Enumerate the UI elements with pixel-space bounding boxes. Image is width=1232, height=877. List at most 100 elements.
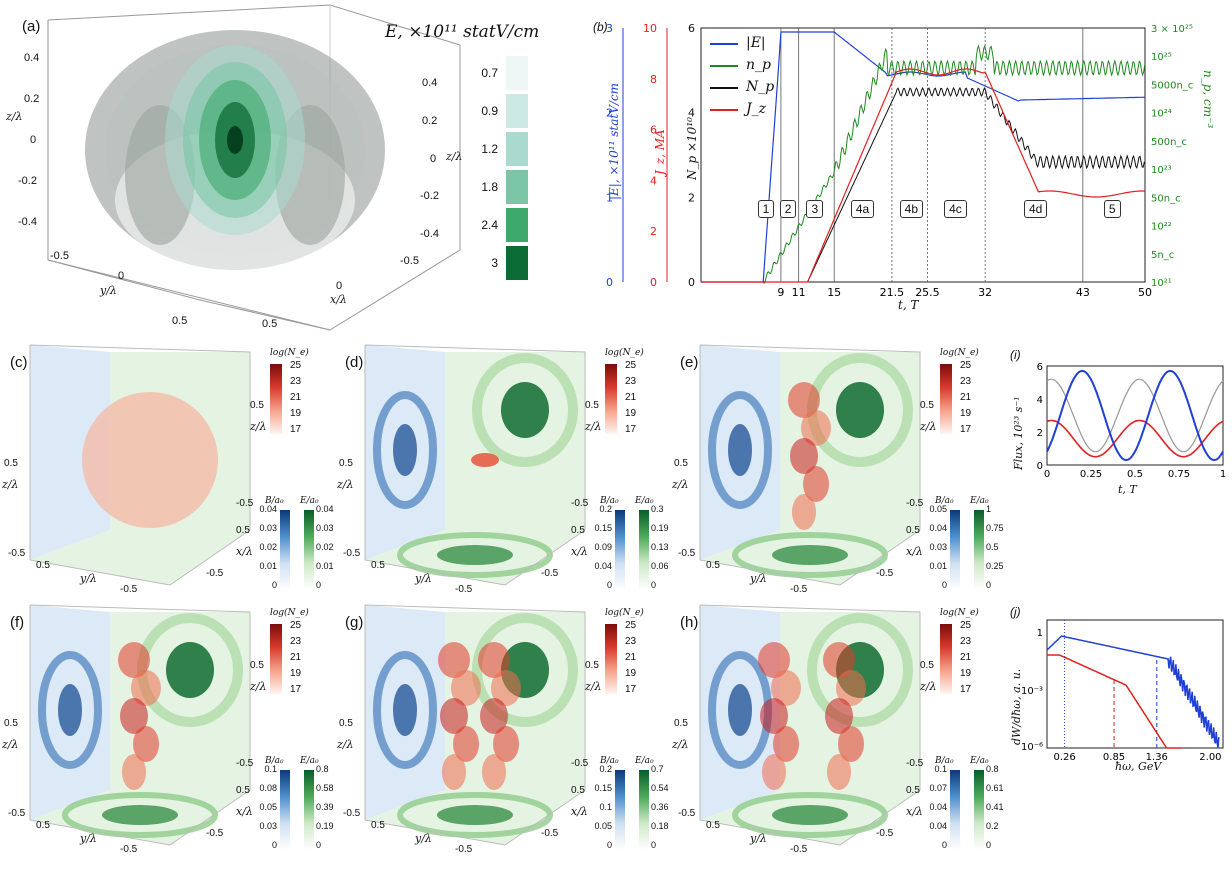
cube-B-title: B/a₀: [265, 756, 284, 766]
cube-B-tick: 0.05: [259, 802, 277, 812]
panel-b-J-tick: 10: [643, 22, 657, 35]
cube-B-colorbar: [280, 510, 290, 590]
panel-a-x-label: x/λ: [330, 293, 347, 306]
cube-B-title: B/a₀: [600, 756, 619, 766]
panel-b-phase-box: 4c: [944, 200, 967, 218]
cube-logN-tick: 19: [960, 408, 972, 419]
panel-i-x-tick: 0.25: [1080, 469, 1102, 480]
panel-a-y-label: y/λ: [100, 284, 117, 297]
cube-logN-tick: 25: [625, 360, 637, 371]
panel-a-zr-tick: -0.2: [420, 190, 439, 202]
cube-tick: 0.5: [371, 820, 385, 831]
panel-b-x-label: t, T: [898, 298, 919, 312]
cube-tick: 0.5: [906, 785, 920, 796]
cube-B-tick: 0.04: [929, 821, 947, 831]
cube-logN-colorbar: [270, 624, 282, 694]
cube-E-tick: 0.2: [986, 821, 999, 831]
cube-B-title: B/a₀: [600, 496, 619, 506]
panel-i-x-tick: 0.5: [1127, 469, 1143, 480]
cube-B-colorbar: [280, 770, 290, 850]
cube-B-title: B/a₀: [265, 496, 284, 506]
panel-b-legend-label: N_p: [746, 79, 775, 95]
cube-logN-tick: 19: [290, 408, 302, 419]
cube-logN-tick: 21: [625, 652, 637, 663]
cube-B-tick: 0.1: [264, 764, 277, 774]
cube-logN-tick: 23: [625, 376, 637, 387]
cube-tick: 0.5: [906, 525, 920, 536]
panel-b-np-axis-label: n_p, cm⁻³: [1201, 70, 1215, 129]
panel-a-z-tick: 0: [30, 134, 37, 146]
cube-tick: 0.5: [706, 820, 720, 831]
cube-B-tick: 0.03: [259, 523, 277, 533]
cube-z-label: z/λ: [337, 478, 354, 491]
cube-E-title: E/a₀: [970, 496, 989, 506]
cube-E-tick: 0.41: [986, 802, 1004, 812]
cube-logN-tick: 17: [290, 684, 302, 695]
panel-a-colorbar-title: E, ×10¹¹ statV/cm: [385, 22, 540, 42]
cube-B-tick: 0.04: [929, 802, 947, 812]
panel-b-J-tick: 0: [650, 276, 657, 289]
panel-b-Np-tick: 4: [688, 107, 695, 120]
panel-b-x-tick: 9: [777, 286, 784, 299]
cube-tick: 0.5: [571, 525, 585, 536]
panel-b-J-axis-label: J_z, MA: [653, 129, 667, 175]
panel-b-E-axis-label: |E|, ×10¹¹ statV/cm: [607, 83, 621, 200]
cube-logN-tick: 17: [960, 424, 972, 435]
cube-logN-tick: 23: [290, 376, 302, 387]
cube-tick: 0.5: [371, 560, 385, 571]
panel-b-E-tick: 1: [606, 191, 613, 204]
panel-b-x-tick: 25.5: [915, 286, 940, 299]
panel-b-Np-tick: 6: [688, 22, 695, 35]
cube-tick: -0.5: [541, 828, 559, 839]
cube-logN-tick: 17: [625, 424, 637, 435]
cube-panel: (e) 0.5 z/λ -0.5 0.5 z/λ -0.5 0.5 x/λ -0.5 0.5 y/λ -…: [670, 340, 1004, 600]
panel-i-x-tick: 1: [1220, 469, 1226, 480]
cube-logN-title: log(N_e): [940, 348, 979, 358]
panel-b-phase-box: 5: [1103, 200, 1121, 218]
panel-a-level-label: 0.9: [481, 104, 498, 118]
cube-E-tick: 1: [986, 504, 992, 514]
panel-b-phase-box: 4a: [850, 200, 875, 218]
panel-b-E-tick: 2: [606, 107, 613, 120]
panel-i-y-tick: 2: [1037, 428, 1043, 439]
cube-B-tick: 0.03: [259, 821, 277, 831]
panel-a-x-tick: 0.5: [262, 318, 278, 330]
cube-x-label: x/λ: [906, 545, 923, 558]
cube-z-label: z/λ: [672, 738, 689, 751]
panel-a-level-swatch: [506, 94, 528, 128]
panel-a-level-label: 3: [491, 256, 498, 270]
cube-E-colorbar: [304, 510, 314, 590]
cube-logN-title: log(N_e): [940, 608, 979, 618]
panel-j-y-tick: 10⁻³: [1021, 686, 1043, 697]
cube-y-label: y/λ: [415, 572, 432, 585]
panel-j-y-label: dW/dħω, a. u.: [1010, 668, 1023, 745]
panel-a-z-tick: -0.2: [18, 175, 37, 187]
cube-logN-tick: 21: [625, 392, 637, 403]
cube-logN-tick: 21: [290, 652, 302, 663]
panel-j-y-tick: 10⁻⁶: [1021, 742, 1043, 753]
cube-B-tick: 0.02: [259, 542, 277, 552]
cube-panel: (g) 0.5 z/λ -0.5 0.5 z/λ -0.5 0.5 x/λ -0.5 0.5 y/λ -…: [335, 600, 669, 860]
panel-b-np-tick: 10²³: [1151, 165, 1172, 176]
cube-E-tick: 0.3: [651, 504, 664, 514]
cube-y-label: y/λ: [750, 572, 767, 585]
cube-B-tick: 0.05: [929, 504, 947, 514]
cube-logN-colorbar: [270, 364, 282, 434]
panel-b-legend-line: [710, 109, 738, 111]
cube-B-tick: 0.04: [259, 504, 277, 514]
cube-panel-scene: [364, 344, 586, 586]
cube-B-tick: 0: [271, 580, 277, 590]
cube-z-label-right: z/λ: [250, 680, 267, 693]
cube-E-tick: 0.03: [316, 523, 334, 533]
cube-B-tick: 0.04: [594, 561, 612, 571]
panel-b-label: (b): [593, 20, 608, 34]
panel-b-np-tick: 10²²: [1151, 222, 1172, 233]
cube-E-tick: 0.8: [316, 764, 329, 774]
panel-b-phase-box: 2: [779, 200, 797, 218]
panel-i-y-tick: 6: [1037, 362, 1043, 373]
cube-B-tick: 0.09: [594, 542, 612, 552]
cube-logN-tick: 19: [960, 668, 972, 679]
panel-a-z-label: z/λ: [6, 110, 23, 123]
cube-E-tick: 0.06: [651, 561, 669, 571]
cube-B-tick: 0.03: [929, 542, 947, 552]
